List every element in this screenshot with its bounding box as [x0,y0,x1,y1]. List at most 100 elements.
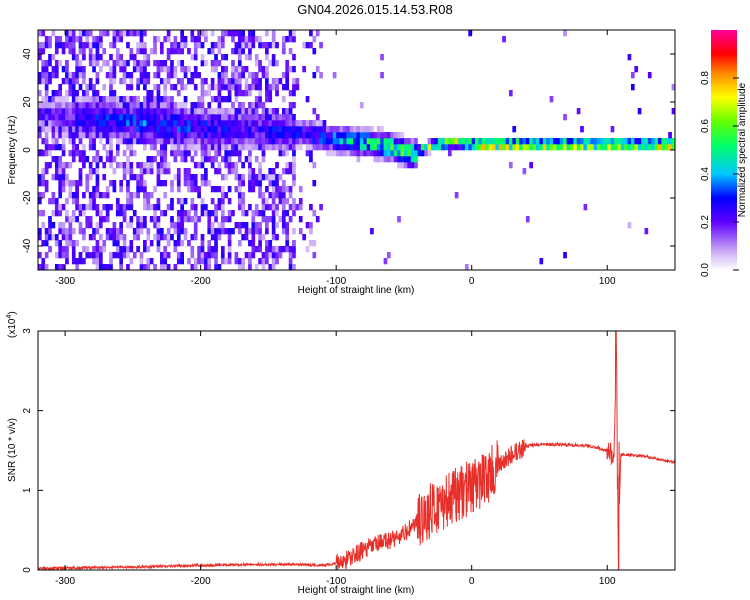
heatmap-cell [68,108,73,115]
heatmap-cell [153,234,157,241]
heatmap-cell [214,186,218,193]
heatmap-cell [275,108,279,115]
heatmap-cell [319,132,323,139]
heatmap-cell [156,246,161,253]
heatmap-cell [237,222,242,229]
heatmap-cell [546,138,550,145]
heatmap-cell [224,54,229,61]
heatmap-cell [197,132,201,139]
heatmap-cell [295,78,300,85]
heatmap-cell [271,84,276,91]
heatmap-cell [112,180,117,187]
heatmap-cell [119,228,124,235]
heatmap-cell [95,54,100,61]
heatmap-cell [397,132,401,139]
heatmap-cell [244,126,249,133]
heatmap-cell [119,132,124,139]
heatmap-cell [109,120,113,127]
heatmap-cell [193,132,198,139]
heatmap-cell [65,126,69,133]
heatmap-cell [180,30,184,37]
heatmap-cell [119,234,124,241]
heatmap-cell [41,72,46,79]
heatmap-cell [78,96,83,103]
heatmap-cell [132,174,137,181]
heatmap-cell [200,174,205,181]
heatmap-cell [163,114,168,121]
heatmap-cell [539,258,544,265]
heatmap-cell [261,234,266,241]
heatmap-cell [44,108,49,115]
heatmap-cell [98,132,103,139]
heatmap-cell [149,144,154,151]
heatmap-cell [359,138,364,145]
heatmap-cell [292,66,296,73]
heatmap-cell [217,234,222,241]
heatmap-cell [566,138,571,145]
heatmap-cell [204,60,208,67]
heatmap-cell [417,144,422,151]
heatmap-cell [292,126,296,133]
heatmap-cell [227,96,232,103]
heatmap-cell [234,126,239,133]
heatmap-cell [71,132,76,139]
heatmap-cell [210,48,215,55]
heatmap-cell [44,162,49,169]
heatmap-cell [207,120,212,127]
heatmap-cell [156,180,161,187]
heatmap-cell [217,60,222,67]
heatmap-cell [95,204,100,211]
heatmap-cell [634,66,639,73]
heatmap-cell [136,162,140,169]
heatmap-cell [254,180,259,187]
heatmap-cell [78,180,83,187]
heatmap-cell [254,102,259,109]
heatmap-cell [54,162,59,169]
heatmap-cell [661,138,666,145]
heatmap-cell [115,138,120,145]
heatmap-cell [390,144,395,151]
heatmap-cell [224,174,229,181]
heatmap-cell [437,144,442,151]
heatmap-cell [54,198,59,205]
heatmap-cell [109,126,113,133]
heatmap-cell [563,30,567,37]
heatmap-cell [122,252,127,259]
heatmap-cell [312,144,317,151]
heatmap-cell [75,66,79,73]
heatmap-cell [190,198,195,205]
heatmap-cell [68,138,73,145]
heatmap-cell [146,96,151,103]
heatmap-cell [261,174,266,181]
heatmap-cell [370,150,374,157]
colorbar-tick-label: 0.8 [700,71,711,85]
heatmap-cell [302,42,306,49]
heatmap-cell [109,258,113,265]
heatmap-cell [143,216,147,223]
heatmap-cell [187,126,191,133]
heatmap-cell [553,144,557,151]
heatmap-cell [295,132,300,139]
heatmap-cell [349,144,354,151]
heatmap-cell [149,108,154,115]
heatmap-cell [288,264,293,270]
heatmap-cell [95,162,100,169]
heatmap-cell [193,144,198,151]
heatmap-cell [143,48,147,55]
heatmap-cell [166,252,171,259]
heatmap-cell [166,234,171,241]
heatmap-cell [386,150,391,157]
heatmap-cell [393,138,398,145]
heatmap-cell [71,216,76,223]
heatmap-cell [281,246,286,253]
heatmap-cell [265,54,269,61]
heatmap-cell [173,108,178,115]
heatmap-cell [88,192,93,199]
heatmap-cell [187,108,191,115]
heatmap-cell [275,162,279,169]
heatmap-cell [234,174,239,181]
heatmap-cell [275,186,279,193]
heatmap-cell [261,258,266,265]
heatmap-cell [68,192,73,199]
heatmap-cell [268,60,273,67]
